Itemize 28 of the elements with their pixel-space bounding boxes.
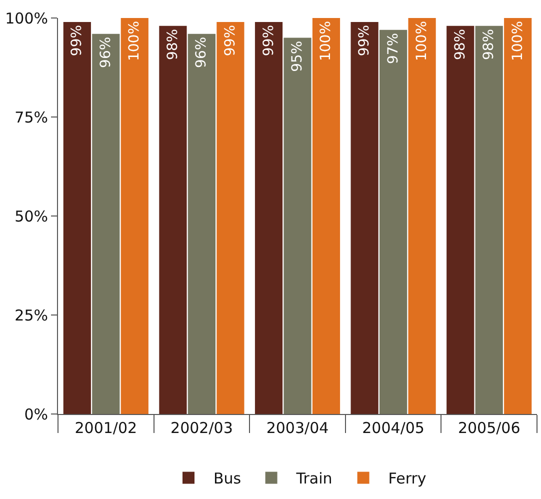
y-tick-label: 0%: [24, 405, 48, 424]
data-label: 100%: [414, 21, 430, 62]
data-label: 100%: [126, 21, 143, 62]
y-tick-label: 100%: [5, 9, 48, 28]
data-label: 99%: [356, 24, 373, 56]
x-tick-label: 2002/03: [170, 419, 233, 437]
data-label: 98%: [481, 28, 498, 60]
x-tick-label: 2004/05: [362, 419, 424, 437]
y-tick-label: 50%: [14, 207, 48, 226]
data-label: 99%: [260, 24, 277, 56]
data-label: 100%: [318, 21, 334, 62]
data-label: 98%: [164, 28, 181, 60]
y-tick-label: 75%: [14, 108, 48, 126]
legend-label: Ferry: [388, 470, 426, 488]
data-label: 96%: [194, 36, 210, 68]
data-label: 99%: [222, 24, 238, 56]
data-label: 95%: [290, 40, 306, 72]
data-label: 96%: [98, 36, 114, 68]
y-tick-label: 25%: [14, 306, 48, 324]
data-label: 99%: [69, 24, 86, 56]
x-tick-label: 2001/02: [74, 419, 138, 437]
data-label: 98%: [452, 28, 468, 60]
x-tick-label: 2003/04: [266, 419, 329, 437]
data-label: 97%: [385, 32, 402, 64]
legend-label: Bus: [214, 470, 242, 488]
data-label: 100%: [510, 21, 526, 62]
x-tick-label: 2005/06: [458, 419, 520, 437]
legend-label: Train: [295, 470, 332, 488]
